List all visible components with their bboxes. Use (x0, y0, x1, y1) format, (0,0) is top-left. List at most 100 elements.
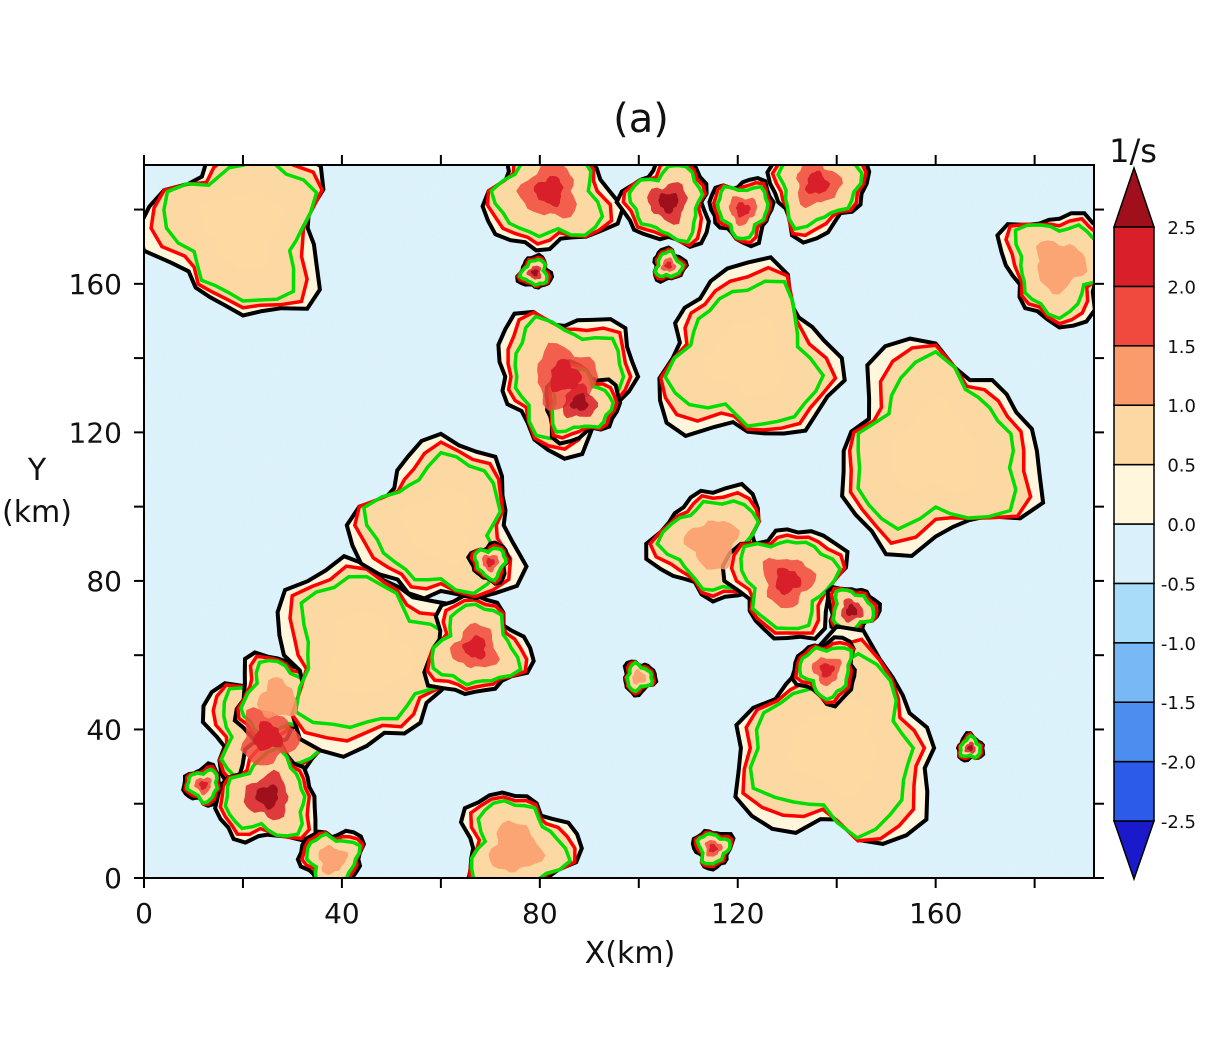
contour-inner (223, 745, 307, 838)
colorbar-bottom-arrow (1112, 820, 1156, 882)
x-tick-label: 0 (135, 897, 153, 930)
colorbar-segment (1113, 701, 1155, 763)
vorticity-core (533, 175, 564, 208)
colorbar-label: 0.5 (1167, 456, 1196, 477)
contour-inner (489, 165, 605, 239)
colorbar-segment (1113, 582, 1155, 644)
vorticity-core (199, 780, 209, 791)
vorticity-cell (256, 677, 297, 719)
colorbar-label: 1.5 (1167, 337, 1196, 358)
contour-inner (185, 767, 220, 806)
vorticity-cell (324, 610, 416, 695)
colorbar-segment (1113, 404, 1155, 466)
vorticity-cell (631, 669, 647, 685)
contour-inner (739, 539, 843, 631)
x-axis: 0 40 80 120 160 (135, 155, 1036, 930)
colorbar-label: -1.0 (1161, 634, 1196, 655)
contour-inner (624, 660, 654, 694)
vorticity-cell (700, 315, 787, 399)
colorbar-top-arrow (1112, 165, 1156, 228)
contour-inner (162, 165, 319, 303)
cell-layer (194, 165, 1088, 876)
vorticity-cell (318, 844, 349, 876)
y-tick-label: 40 (86, 713, 122, 746)
vorticity-core (569, 393, 589, 411)
colorbar: -2.5 -2.0 -1.5 -1.0 -0.5 0.0 0.5 1.0 1.5 2.0 2.5 (1112, 165, 1196, 882)
contour-inner (748, 651, 916, 840)
contour-inner (653, 249, 685, 279)
vorticity-core (664, 261, 672, 269)
colorbar-label: 0.0 (1167, 515, 1196, 536)
colorbar-segment (1113, 463, 1155, 525)
plot-area (144, 165, 1094, 878)
vorticity-cell (890, 395, 980, 493)
colorbar-segment (1113, 760, 1155, 822)
contour-inner (831, 588, 876, 635)
contour-inner (663, 279, 826, 428)
vorticity-core (708, 843, 719, 853)
contour-inner (361, 450, 503, 596)
colorbar-label: 1.0 (1167, 396, 1196, 417)
contour-inner (715, 184, 770, 241)
colorbar-unit: 1/s (1109, 132, 1157, 170)
contour-inner (293, 574, 455, 730)
plot-frame (143, 164, 1095, 879)
chart-title: (a) (613, 96, 669, 142)
colorbar-label: 2.5 (1167, 218, 1196, 239)
colorbar-label: -1.5 (1161, 693, 1196, 714)
contour-inner (627, 165, 705, 244)
vorticity-core (658, 193, 679, 214)
colorbar-segment (1113, 285, 1155, 347)
x-tick-label: 80 (522, 897, 558, 930)
contour-inner (776, 165, 864, 231)
vorticity-core (462, 634, 486, 660)
vorticity-core (255, 784, 279, 810)
vorticity-core (804, 170, 831, 194)
contour-inner (469, 798, 573, 878)
contour-inner (695, 831, 732, 866)
vorticity-cell (1035, 240, 1088, 295)
x-tick-label: 120 (711, 897, 764, 930)
vorticity-core (252, 721, 283, 752)
colorbar-label: -0.5 (1161, 574, 1196, 595)
y-axis-label-line1: Y (27, 453, 47, 488)
contour-inner (856, 349, 1018, 532)
x-axis-label: X(km) (585, 936, 676, 971)
contour-inner (239, 658, 316, 737)
vorticity-core (486, 557, 495, 568)
contour-inner (305, 832, 362, 878)
colorbar-segment (1113, 345, 1155, 406)
contour-inner (798, 645, 853, 702)
y-axis-label-line2: (km) (2, 495, 72, 530)
y-tick-label: 120 (69, 416, 122, 449)
vorticity-core (550, 359, 583, 392)
colorbar-label: 2.0 (1167, 277, 1196, 298)
x-tick-label: 160 (909, 897, 962, 930)
vorticity-cell (488, 820, 546, 873)
contour-inner (958, 733, 982, 760)
contour-inner (472, 546, 508, 583)
vorticity-core (530, 269, 539, 277)
vorticity-core (967, 745, 973, 752)
vorticity-cell (786, 698, 878, 801)
colorbar-segment (1113, 226, 1155, 288)
contour-inner (517, 257, 549, 287)
vorticity-core (775, 567, 802, 596)
contour-inner (430, 602, 523, 687)
contour-inner (1013, 223, 1094, 321)
vorticity-core (819, 663, 835, 678)
vorticity-cell (397, 486, 477, 566)
colorbar-label: -2.5 (1161, 812, 1196, 833)
y-tick-label: 160 (69, 268, 122, 301)
x-tick-label: 40 (324, 897, 360, 930)
colorbar-segment (1113, 642, 1155, 703)
y-tick-label: 80 (86, 565, 122, 598)
vorticity-cell (199, 190, 285, 271)
vorticity-core (735, 202, 751, 218)
y-axis: 0 40 80 120 160 (69, 208, 1104, 895)
vorticity-core (846, 603, 858, 617)
colorbar-segment (1113, 523, 1155, 585)
colorbar-label: -2.0 (1161, 753, 1196, 774)
vorticity-cell (683, 520, 740, 570)
